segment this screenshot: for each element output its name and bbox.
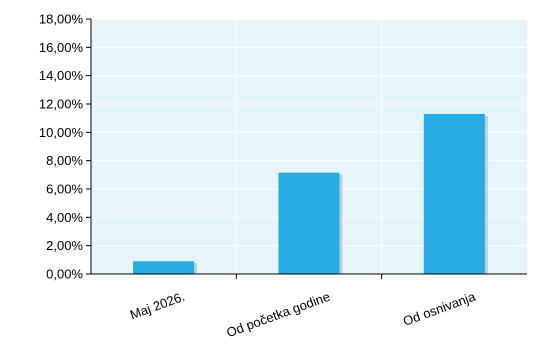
x-tick-label: Maj 2026. — [128, 289, 187, 323]
bar — [423, 113, 485, 275]
axes — [86, 18, 527, 279]
y-tick-label: 18,00% — [39, 12, 84, 27]
x-tick-label: Od osnivanja — [401, 288, 478, 328]
y-tick-label: 0,00% — [46, 267, 83, 282]
y-tick-label: 6,00% — [46, 182, 83, 197]
bar — [278, 172, 340, 274]
y-tick-label: 14,00% — [39, 68, 84, 83]
y-tick-label: 16,00% — [39, 40, 84, 55]
y-tick-label: 4,00% — [46, 210, 83, 225]
x-tick-label: Od početka godine — [224, 289, 332, 340]
bars-group — [133, 113, 488, 275]
x-axis-tick-labels: Maj 2026. Od početka godine Od osnivanja — [128, 288, 478, 340]
y-tick-label: 10,00% — [39, 125, 84, 140]
bar — [133, 261, 195, 274]
y-tick-label: 2,00% — [46, 238, 83, 253]
y-tick-label: 8,00% — [46, 153, 83, 168]
y-tick-label: 12,00% — [39, 97, 84, 112]
y-axis-tick-labels: 0,00% 2,00% 4,00% 6,00% 8,00% 10,00% 12,00% 14,… — [39, 12, 84, 282]
